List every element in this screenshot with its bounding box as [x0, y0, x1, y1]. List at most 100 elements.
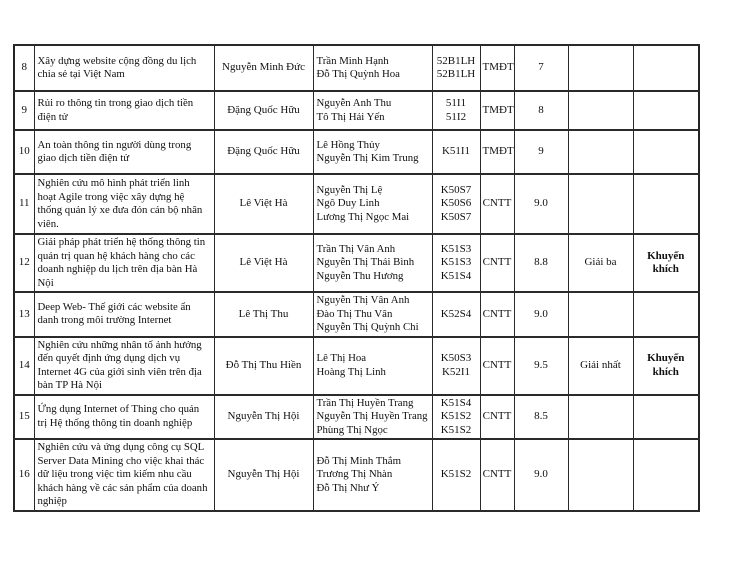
- award-cell: [632, 44, 700, 92]
- students-cell: Đỗ Thị Minh Thắm Trương Thị Nhàn Đỗ Thị Nh…: [312, 438, 433, 512]
- class-code: K50S6: [440, 197, 472, 210]
- students-cell: Lê Thị Hoa Hoàng Thị Linh: [312, 335, 433, 396]
- prize-cell: [567, 393, 634, 440]
- class-code: K51I1: [441, 145, 471, 158]
- student-name: Trương Thị Nhàn: [316, 468, 393, 480]
- class-code: K50S7: [440, 210, 472, 223]
- score-cell: 7: [513, 44, 569, 92]
- row-number-cell: 12: [13, 233, 35, 293]
- project-title-cell: Nghiên cứu những nhân tố ảnh hưởng đến q…: [33, 335, 215, 396]
- class-code: 51I1: [445, 97, 467, 109]
- student-name: Nguyễn Thị Huyền Trang: [316, 410, 428, 422]
- advisor-cell: Đặng Quốc Hữu: [213, 90, 314, 131]
- results-table-body: 8 Xây dựng website cộng đồng du lịch chia…: [13, 44, 700, 512]
- score-cell: 9.5: [513, 335, 569, 396]
- students-cell: Lê Hồng Thủy Nguyễn Thị Kim Trung: [312, 129, 433, 175]
- table-row: 9 Rủi ro thông tin trong giao dịch tiền đ…: [13, 90, 700, 131]
- class-code: K52I1: [441, 365, 471, 378]
- class-cell: K51S4 K51S2 K51S2: [431, 393, 481, 440]
- student-name: Nguyễn Thu Hương: [316, 269, 404, 282]
- class-code: K52S4: [440, 307, 472, 320]
- advisor-cell: Lê Việt Hà: [213, 173, 314, 235]
- student-name: Tô Thị Hải Yến: [316, 110, 385, 123]
- class-cell: 51I1 51I2: [431, 90, 481, 131]
- student-name: Phùng Thị Ngọc: [316, 423, 388, 436]
- project-title-cell: Deep Web- Thế giới các website ẩn danh t…: [33, 291, 215, 338]
- prize-cell: Giải nhất: [567, 335, 634, 396]
- advisor-cell: Đặng Quốc Hữu: [213, 129, 314, 175]
- prize-cell: [567, 291, 634, 338]
- students-cell: Nguyễn Thị Vân Anh Đào Thị Thu Vân Nguyễn …: [312, 291, 433, 338]
- class-code: K51S3: [440, 256, 472, 269]
- class-code: 52B1LH: [436, 68, 476, 80]
- student-name: Ngô Duy Linh: [316, 197, 380, 210]
- student-name: Đào Thị Thu Vân: [316, 307, 393, 320]
- award-cell: Khuyến khích: [632, 335, 700, 396]
- advisor-cell: Lê Việt Hà: [213, 233, 314, 293]
- student-name: Trần Thị Huyền Trang: [316, 396, 414, 409]
- award-cell: [632, 393, 700, 440]
- students-cell: Trần Thị Huyền Trang Nguyễn Thị Huyền Tra…: [312, 393, 433, 440]
- students-cell: Trần Thị Vân Anh Nguyễn Thị Thái Bình Nguy…: [312, 233, 433, 293]
- row-number-cell: 14: [13, 335, 35, 396]
- class-code: K50S7: [440, 183, 472, 196]
- class-cell: 52B1LH 52B1LH: [431, 44, 481, 92]
- class-code: K51S4: [440, 269, 472, 282]
- row-number-cell: 16: [13, 438, 35, 512]
- score-cell: 9.0: [513, 291, 569, 338]
- student-name: Nguyễn Anh Thu: [316, 97, 392, 109]
- advisor-cell: Lê Thị Thu: [213, 291, 314, 338]
- table-row: 14 Nghiên cứu những nhân tố ảnh hưởng đến…: [13, 335, 700, 396]
- project-title-cell: Nghiên cứu và ứng dụng công cụ SQL Serve…: [33, 438, 215, 512]
- table-row: 13 Deep Web- Thế giới các website ẩn danh…: [13, 291, 700, 338]
- department-cell: CNTT: [479, 291, 515, 338]
- project-title-cell: Nghiên cứu mô hình phát triển linh hoạt …: [33, 173, 215, 235]
- student-name: Đỗ Thị Quỳnh Hoa: [316, 68, 400, 80]
- project-title-cell: Ứng dụng Internet of Thing cho quản trị …: [33, 393, 215, 440]
- award-cell: Khuyến khích: [632, 233, 700, 293]
- score-cell: 8.5: [513, 393, 569, 440]
- class-cell: K50S3 K52I1: [431, 335, 481, 396]
- class-code: K51S2: [440, 468, 472, 480]
- row-number-cell: 9: [13, 90, 35, 131]
- student-name: Nguyễn Thị Thái Bình: [316, 256, 415, 269]
- row-number-cell: 8: [13, 44, 35, 92]
- award-cell: [632, 129, 700, 175]
- prize-cell: [567, 438, 634, 512]
- prize-cell: [567, 44, 634, 92]
- score-cell: 8: [513, 90, 569, 131]
- row-number-cell: 10: [13, 129, 35, 175]
- students-cell: Nguyễn Thị Lệ Ngô Duy Linh Lương Thị Ngọc …: [312, 173, 433, 235]
- row-number-cell: 13: [13, 291, 35, 338]
- table-row: 12 Giải pháp phát triển hệ thống thông ti…: [13, 233, 700, 293]
- prize-cell: [567, 129, 634, 175]
- student-name: Lê Thị Hoa: [316, 352, 367, 364]
- project-title-cell: Rủi ro thông tin trong giao dịch tiền đi…: [33, 90, 215, 131]
- class-code: K51S2: [440, 410, 472, 422]
- department-cell: CNTT: [479, 233, 515, 293]
- advisor-cell: Nguyễn Thị Hội: [213, 393, 314, 440]
- project-title-cell: Xây dựng website cộng đồng du lịch chia …: [33, 44, 215, 92]
- project-title-cell: An toàn thông tin người dùng trong giao …: [33, 129, 215, 175]
- student-name: Nguyễn Thị Vân Anh: [316, 294, 410, 306]
- table-row: 16 Nghiên cứu và ứng dụng công cụ SQL Ser…: [13, 438, 700, 512]
- student-name: Trần Minh Hạnh: [316, 54, 389, 67]
- department-cell: CNTT: [479, 335, 515, 396]
- score-cell: 9.0: [513, 438, 569, 512]
- table-row: 11 Nghiên cứu mô hình phát triển linh hoạ…: [13, 173, 700, 235]
- award-cell: [632, 438, 700, 512]
- prize-cell: [567, 173, 634, 235]
- score-cell: 9.0: [513, 173, 569, 235]
- advisor-cell: Nguyễn Minh Đức: [213, 44, 314, 92]
- student-name: Đỗ Thị Minh Thắm: [316, 454, 401, 467]
- department-cell: TMĐT: [479, 90, 515, 131]
- class-code: K51S4: [440, 396, 472, 409]
- class-cell: K51S3 K51S3 K51S4: [431, 233, 481, 293]
- students-cell: Nguyễn Anh Thu Tô Thị Hải Yến: [312, 90, 433, 131]
- prize-cell: Giải ba: [567, 233, 634, 293]
- award-cell: [632, 291, 700, 338]
- score-cell: 8.8: [513, 233, 569, 293]
- student-name: Nguyễn Thị Lệ: [316, 183, 383, 196]
- student-name: Hoàng Thị Linh: [316, 365, 386, 378]
